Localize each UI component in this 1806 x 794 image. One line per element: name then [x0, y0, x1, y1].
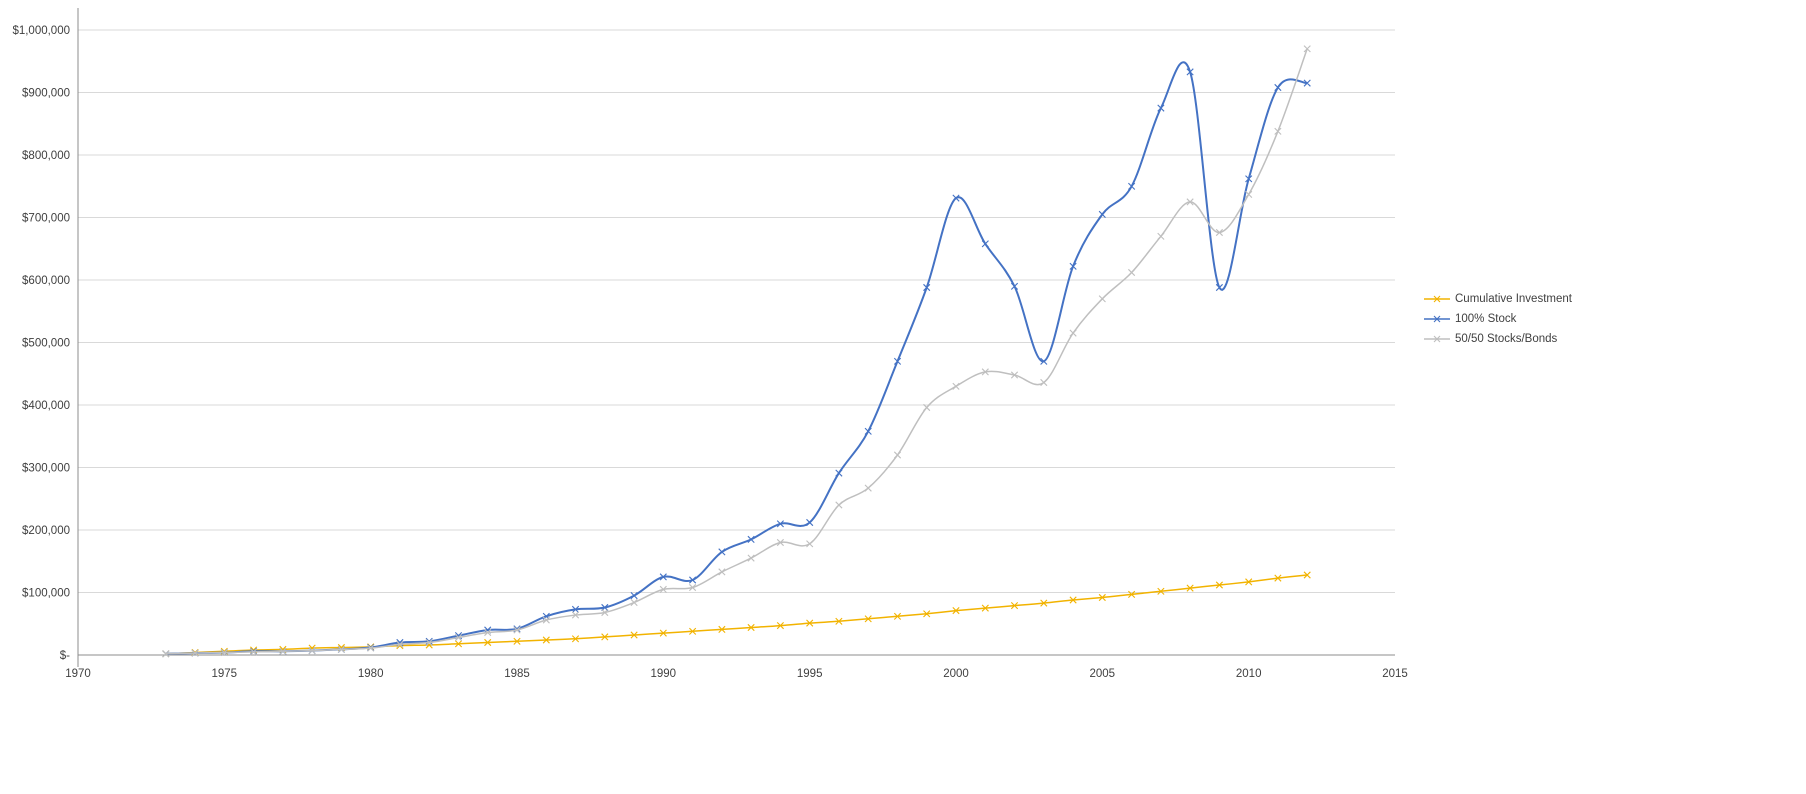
x-axis-label: 1970 [65, 668, 91, 680]
y-axis-label: $100,000 [22, 588, 70, 600]
x-marker-icon [1433, 335, 1441, 343]
y-axis-label: $700,000 [22, 213, 70, 225]
y-axis-label: $400,000 [22, 400, 70, 412]
x-marker-icon [1433, 315, 1441, 323]
y-axis-label: $500,000 [22, 338, 70, 350]
y-axis-label: $- [60, 650, 70, 662]
x-axis-label: 2015 [1382, 668, 1408, 680]
series-markers-2 [162, 45, 1311, 658]
series-line-0 [165, 574, 1308, 655]
legend-line-swatch [1424, 295, 1450, 303]
legend-line-swatch [1424, 335, 1450, 343]
y-axis-label: $200,000 [22, 525, 70, 537]
legend-label: 100% Stock [1455, 313, 1517, 325]
legend-item-0[interactable]: Cumulative Investment [1424, 293, 1572, 305]
x-axis-label: 2010 [1236, 668, 1262, 680]
legend-line-swatch [1424, 315, 1450, 323]
series-markers-0 [162, 571, 1311, 658]
y-axis-label: $600,000 [22, 275, 70, 287]
y-axis-label: $900,000 [22, 88, 70, 100]
x-axis-label: 1985 [504, 668, 530, 680]
legend-label: 50/50 Stocks/Bonds [1455, 333, 1558, 345]
x-axis-label: 2000 [943, 668, 969, 680]
legend-item-1[interactable]: 100% Stock [1424, 313, 1572, 325]
series-markers-1 [162, 68, 1311, 658]
legend-label: Cumulative Investment [1455, 293, 1572, 305]
series-line-2 [165, 48, 1308, 655]
x-axis-label: 1990 [651, 668, 677, 680]
x-axis-label: 1975 [212, 668, 238, 680]
y-axis-label: $800,000 [22, 150, 70, 162]
legend: Cumulative Investment 100% Stock 50/50 Sto… [1424, 293, 1572, 345]
y-axis-label: $300,000 [22, 463, 70, 475]
legend-item-2[interactable]: 50/50 Stocks/Bonds [1424, 333, 1572, 345]
x-marker-icon [1433, 295, 1441, 303]
x-axis-label: 1995 [797, 668, 823, 680]
y-axis-label: $1,000,000 [12, 25, 70, 37]
x-axis-label: 1980 [358, 668, 384, 680]
x-axis-label: 2005 [1090, 668, 1116, 680]
